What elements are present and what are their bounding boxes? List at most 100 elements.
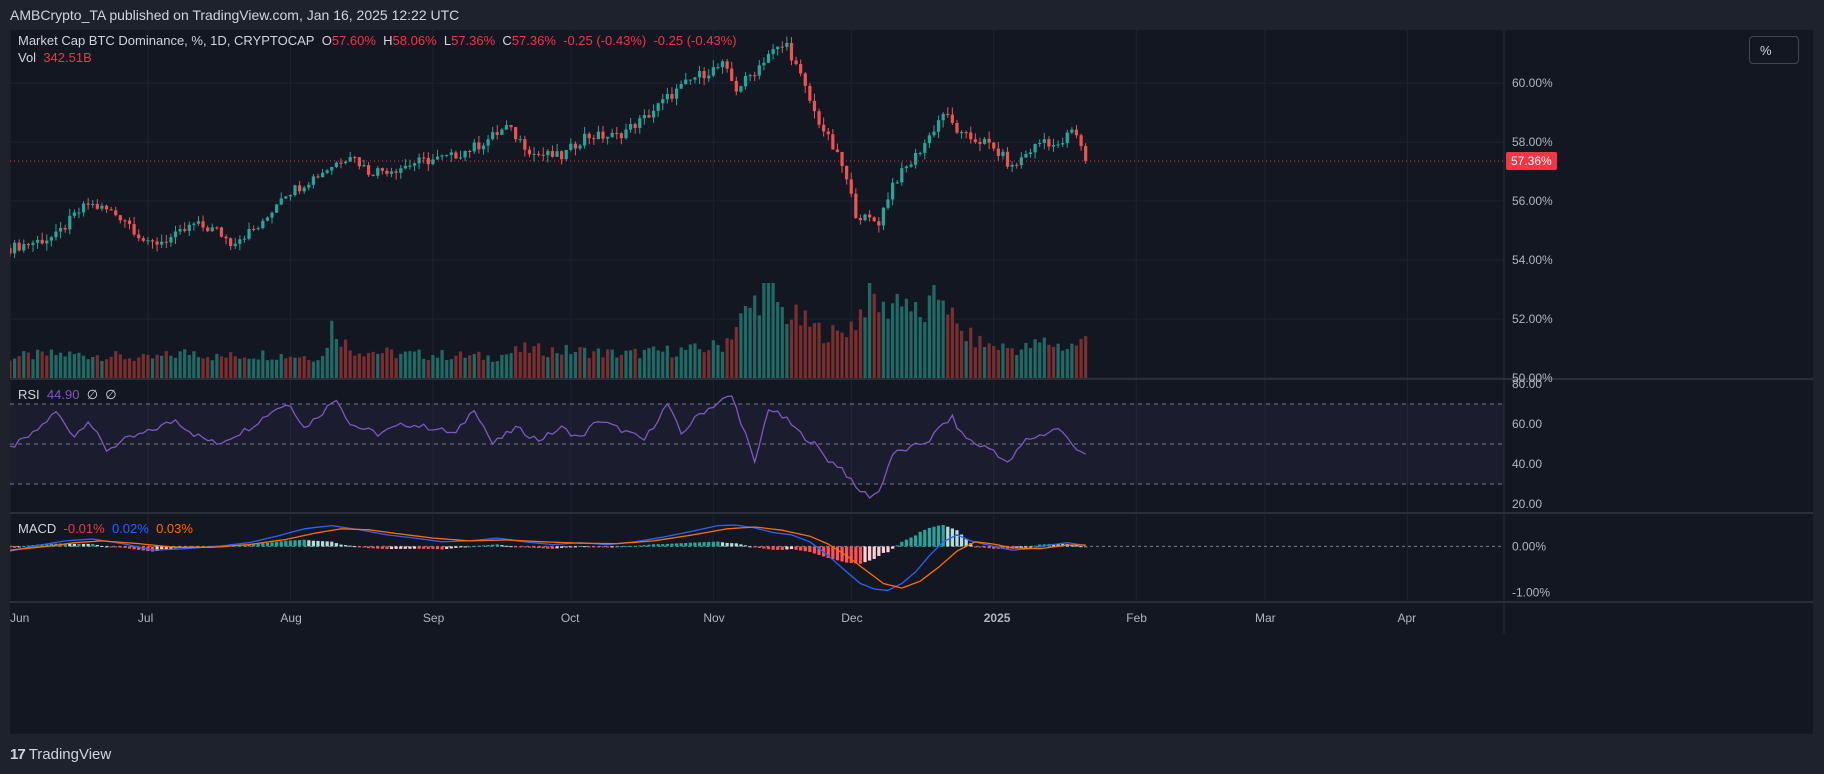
macd-histogram-bar <box>592 546 596 548</box>
volume-bar <box>164 351 168 378</box>
volume-bar <box>936 299 941 378</box>
macd-histogram-bar <box>307 540 311 547</box>
volume-bar <box>31 359 35 378</box>
candle-body <box>132 224 136 235</box>
candle-body <box>959 132 964 134</box>
volume-bar <box>684 349 688 378</box>
candle-body <box>12 242 17 254</box>
volume-bar <box>642 349 646 378</box>
high-value: 58.06% <box>392 33 437 48</box>
macd-histogram-bar <box>601 546 605 548</box>
volume-bar <box>242 357 247 378</box>
macd-histogram-bar <box>468 546 472 548</box>
volume-bar <box>780 307 784 378</box>
candle-body <box>477 142 481 150</box>
percent-scale-button[interactable]: % <box>1749 36 1799 64</box>
volume-bar <box>1051 346 1056 378</box>
volume-label: Vol <box>18 50 37 65</box>
macd-histogram-bar <box>771 546 775 550</box>
macd-histogram-bar <box>670 543 674 547</box>
volume-bar <box>739 313 743 378</box>
volume-bar <box>757 315 761 378</box>
tradingview-logo[interactable]: 17 TradingView <box>10 746 111 763</box>
volume-bar <box>734 326 738 378</box>
volume-bar <box>868 283 872 378</box>
candle-body <box>366 165 371 175</box>
candle-body <box>1051 145 1056 147</box>
volume-bar <box>463 357 467 378</box>
candle-body <box>546 151 550 156</box>
candle-body <box>192 223 196 225</box>
macd-histogram-bar <box>679 543 683 547</box>
macd-histogram-bar <box>858 546 863 564</box>
candle-body <box>100 205 104 209</box>
volume-bar <box>1001 343 1005 378</box>
candle-body <box>183 229 187 231</box>
candle-body <box>849 179 853 194</box>
candle-body <box>670 94 674 99</box>
candle-body <box>978 142 982 144</box>
candle-body <box>573 143 578 149</box>
candle-body <box>560 151 564 160</box>
candle-body <box>803 73 807 86</box>
macd-histogram-bar <box>334 543 338 547</box>
macd-histogram-bar <box>155 546 159 551</box>
rsi-label[interactable]: RSI <box>18 387 40 402</box>
symbol-label[interactable]: Market Cap BTC Dominance, %, 1D, CRYPTOC… <box>18 33 315 48</box>
volume-bar <box>422 358 426 378</box>
macd-histogram-bar <box>674 543 679 547</box>
volume-bar <box>118 354 122 378</box>
chart-area[interactable]: 60.00% 58.00% 56.00% 54.00% 52.00% 50.00% 80.0… <box>10 30 1813 734</box>
volume-bar <box>546 357 550 378</box>
macd-histogram-bar <box>104 546 109 548</box>
macd-histogram-bar <box>624 546 628 548</box>
candle-body <box>380 168 384 171</box>
candle-body <box>412 163 417 166</box>
volume-bar <box>150 358 155 378</box>
candle-body <box>854 193 858 218</box>
macd-signal-line <box>10 526 1086 589</box>
candle-body <box>776 46 780 50</box>
macd-histogram-bar <box>642 545 646 547</box>
candle-body <box>454 152 458 159</box>
macd-histogram-bar <box>803 546 807 552</box>
macd-line-value: 0.02% <box>111 521 149 536</box>
candle-body <box>624 129 628 139</box>
volume-bar <box>141 353 145 378</box>
candle-body <box>794 60 798 65</box>
macd-label[interactable]: MACD <box>18 521 57 536</box>
macd-histogram-bar <box>26 545 30 547</box>
volume-bar <box>904 298 909 378</box>
candle-body <box>1015 164 1019 166</box>
macd-histogram-bar <box>941 525 945 547</box>
macd-histogram-bar <box>95 544 99 547</box>
candle-body <box>831 134 835 150</box>
macd-histogram-bar <box>799 546 803 551</box>
volume-bar <box>173 357 178 378</box>
volume-bar <box>702 352 706 378</box>
volume-bar <box>454 355 458 378</box>
macd-histogram-bar <box>100 546 104 548</box>
candle-body <box>343 161 348 164</box>
volume-bar <box>169 355 173 378</box>
candle-body <box>302 187 306 192</box>
macd-histogram-bar <box>913 535 918 547</box>
volume-bar <box>233 356 237 378</box>
volume-bar <box>697 349 702 378</box>
volume-bar <box>776 302 780 378</box>
candle-body <box>932 131 936 136</box>
macd-histogram-bar <box>1015 546 1019 549</box>
candle-body <box>491 132 495 140</box>
candle-body <box>362 165 366 167</box>
volume-bar <box>822 343 826 378</box>
rsi-empty-2: ∅ <box>105 387 117 402</box>
volume-bar <box>95 355 99 378</box>
macd-histogram-bar <box>49 543 53 547</box>
volume-bar <box>900 306 904 378</box>
volume-bar <box>288 356 293 378</box>
volume-bar <box>863 317 867 378</box>
macd-histogram-bar <box>357 546 361 548</box>
chart-svg[interactable]: 60.00% 58.00% 56.00% 54.00% 52.00% 50.00%80.0… <box>10 30 1813 734</box>
volume-bar <box>366 352 371 378</box>
volume-bar <box>330 320 334 378</box>
